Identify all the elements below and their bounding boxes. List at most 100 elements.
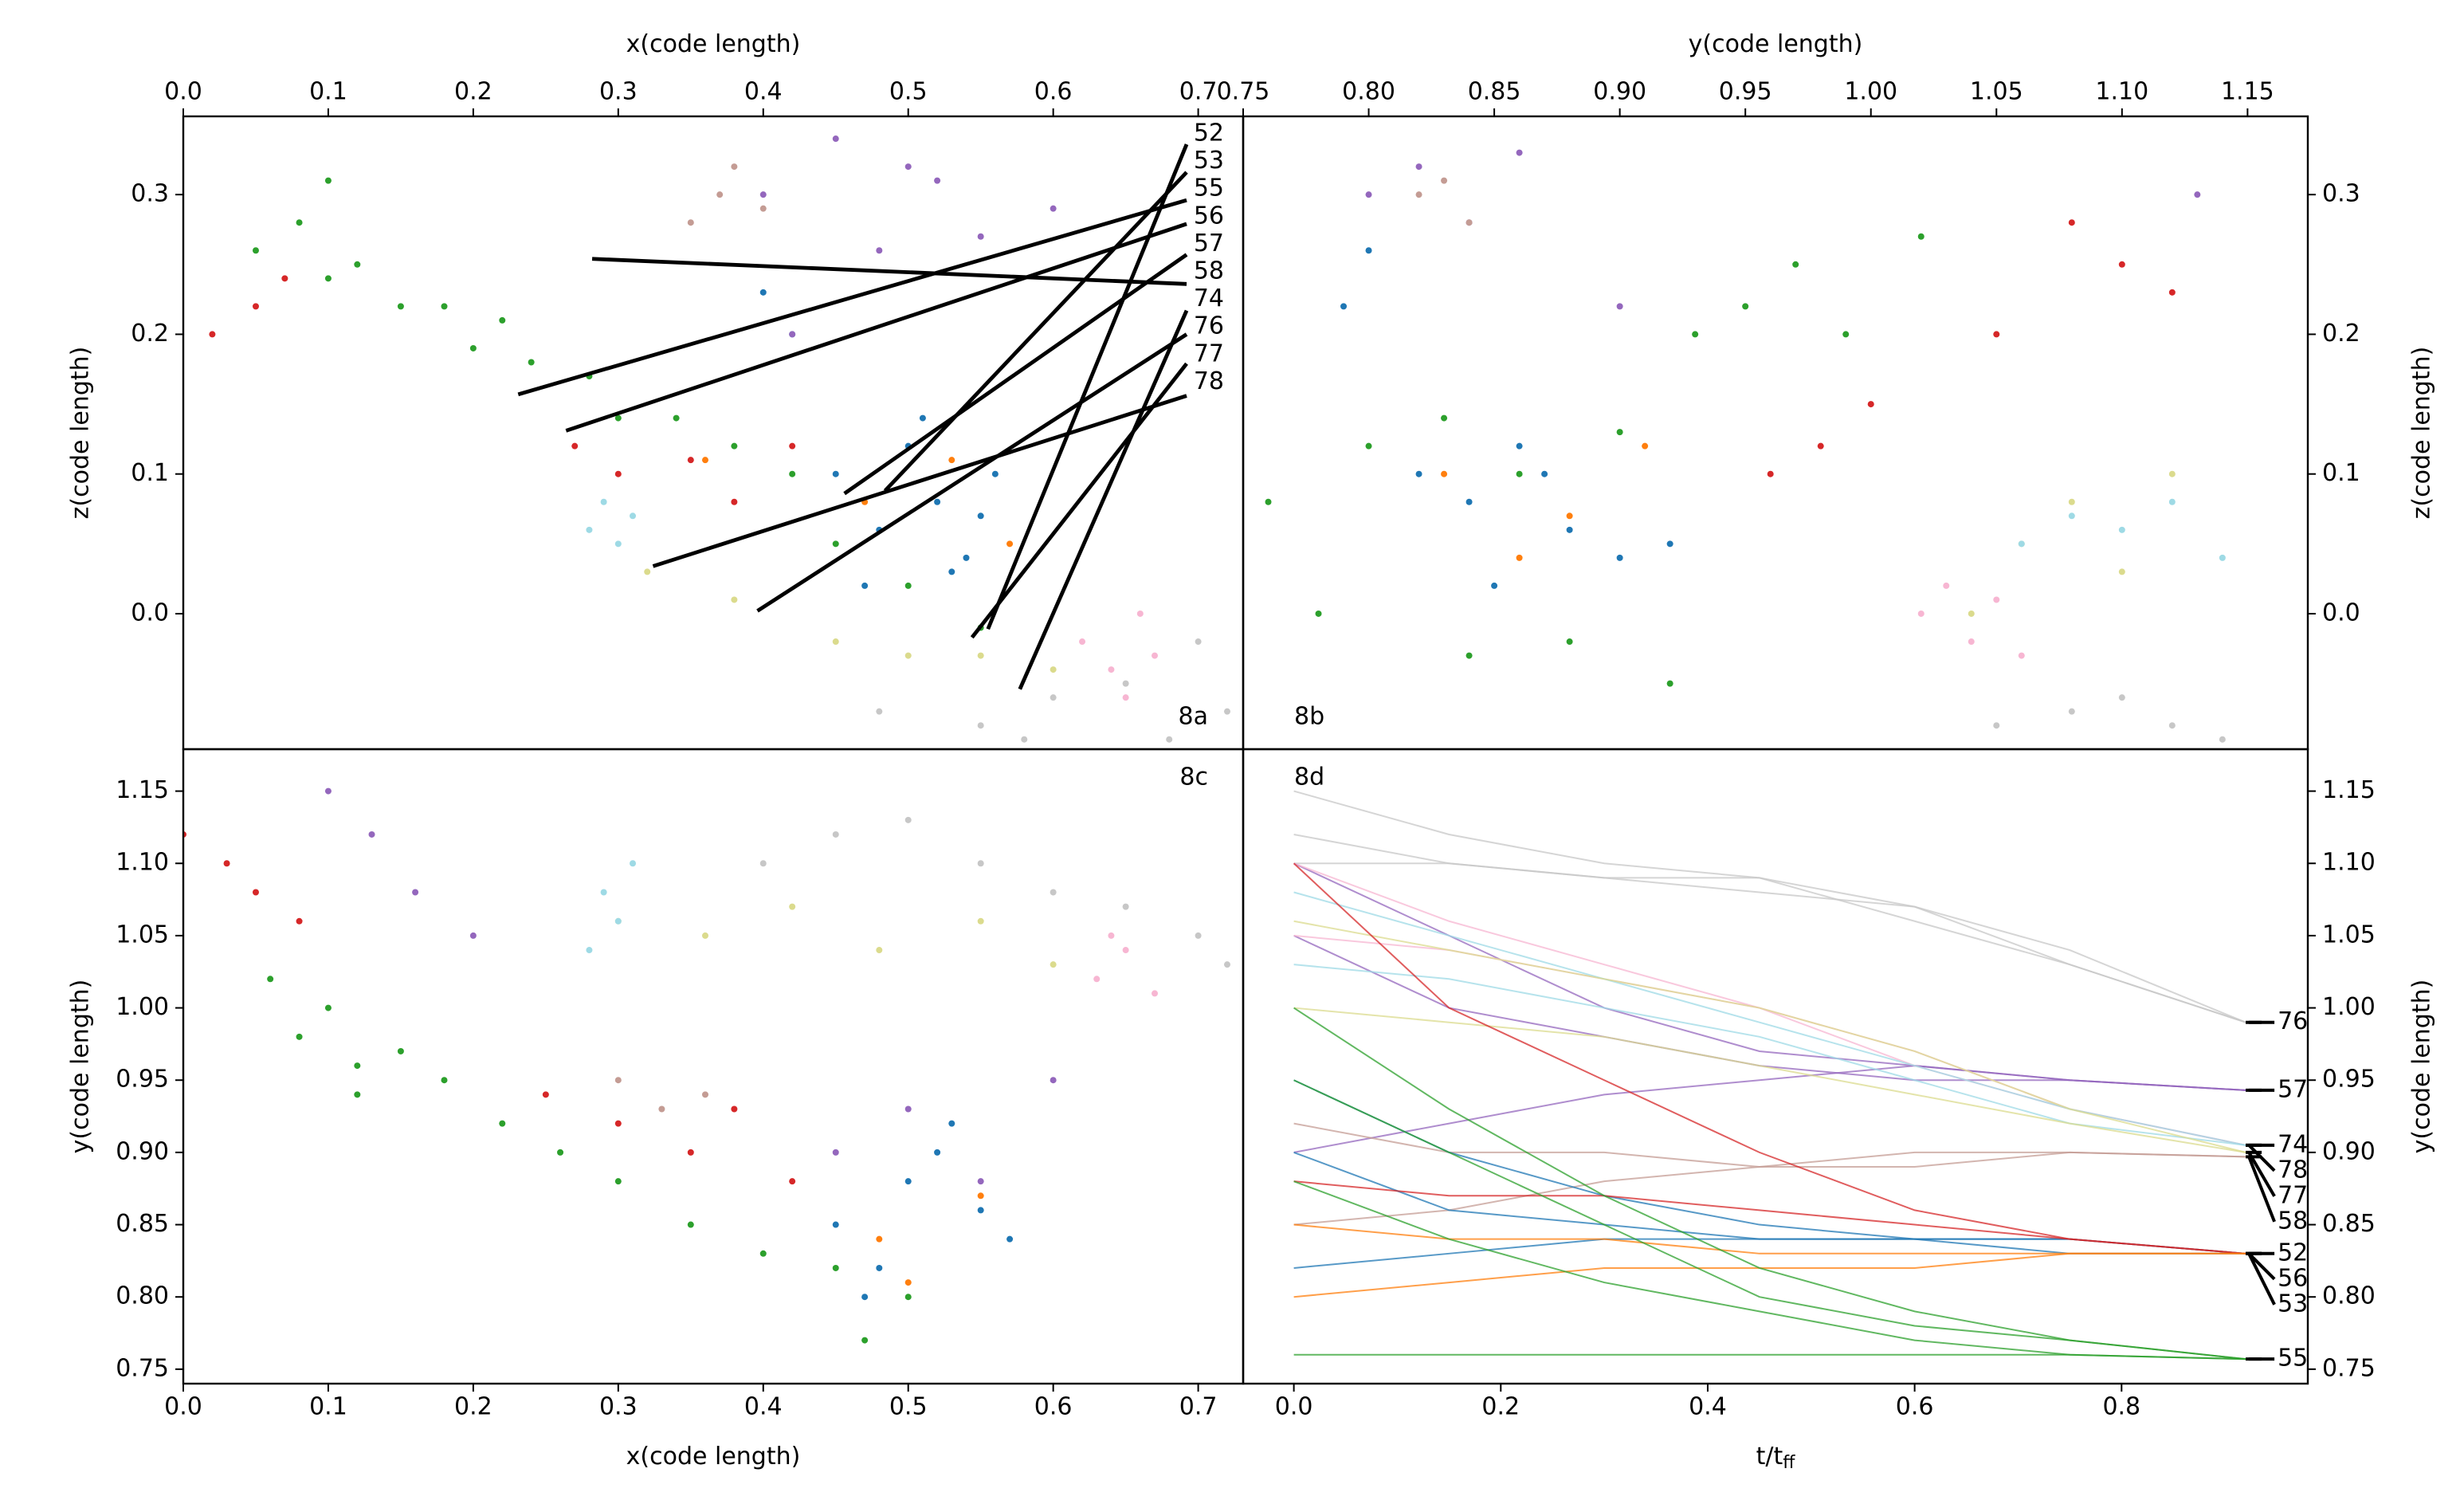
point [948, 1120, 955, 1127]
point [614, 1120, 622, 1127]
y-tick-label: 1.10 [116, 849, 169, 877]
panel-frame [1242, 115, 2309, 751]
x-tick-label: 0.1 [309, 78, 347, 106]
trajectory [1293, 1065, 2246, 1153]
point [2219, 554, 2226, 561]
point [1050, 205, 1057, 212]
end-label: 77 [2278, 1181, 2308, 1209]
point [1441, 414, 1448, 422]
point [832, 135, 839, 143]
point [1993, 722, 2000, 729]
point [1223, 708, 1230, 715]
point [1465, 498, 1473, 505]
trajectory [1293, 964, 2246, 1146]
point [1817, 442, 1824, 450]
point [658, 1105, 665, 1113]
point [977, 1207, 984, 1214]
plot-area [183, 787, 1230, 1344]
point [1122, 947, 1129, 954]
point [904, 1279, 912, 1286]
end-label: 52 [2278, 1239, 2308, 1266]
x-tick-label: 0.5 [889, 1393, 928, 1421]
point [731, 1105, 738, 1113]
x-axis-label-sub: ff [1783, 1453, 1795, 1473]
point [832, 830, 839, 838]
point [1742, 303, 1749, 310]
point [223, 860, 230, 867]
x-tick-label: 0.90 [1593, 78, 1646, 106]
point [368, 830, 375, 838]
y-axis-label: z(code length) [2408, 347, 2436, 520]
point [2068, 512, 2075, 520]
point [832, 1149, 839, 1156]
y-tick-label: 0.95 [116, 1066, 169, 1094]
legend-entry: 56 [1194, 202, 1224, 230]
point [977, 652, 984, 659]
point [1152, 990, 1159, 997]
point [904, 582, 912, 589]
plot-area [1265, 149, 2226, 743]
point [614, 1178, 622, 1185]
panel-label: 8d [1294, 764, 1324, 791]
y-tick-label: 1.00 [116, 993, 169, 1021]
point [904, 1178, 912, 1185]
x-tick-label: 0.7 [1179, 78, 1218, 106]
y-axis-label: z(code length) [67, 347, 95, 520]
point [876, 1264, 883, 1271]
point [1917, 233, 1925, 240]
segment [883, 171, 1188, 493]
panel-label: 8a [1179, 703, 1208, 731]
plot-area [1293, 790, 2246, 1361]
point [528, 359, 535, 366]
segment [986, 143, 1189, 630]
point [499, 1120, 506, 1127]
point [1050, 1077, 1057, 1084]
point [2219, 736, 2226, 743]
end-label: 78 [2278, 1156, 2308, 1184]
plot-area [209, 135, 1230, 743]
point [1993, 331, 2000, 338]
point [1136, 610, 1144, 617]
y-tick-label: 0.90 [2322, 1137, 2376, 1165]
legend-entry: 57 [1194, 230, 1224, 257]
x-tick-label: 0.3 [599, 78, 638, 106]
point [1842, 331, 1850, 338]
point [324, 275, 332, 282]
x-tick-label: 0.6 [1896, 1393, 1934, 1421]
legend-entry: 76 [1194, 312, 1224, 340]
trajectory [1293, 1252, 2246, 1298]
x-tick-label: 1.10 [2095, 78, 2148, 106]
point [904, 1105, 912, 1113]
x-tick-label: 0.6 [1034, 78, 1073, 106]
panel-frame [1242, 748, 2309, 1385]
x-tick-label: 0.2 [454, 78, 492, 106]
point [600, 498, 607, 505]
point [1122, 694, 1129, 701]
point [1050, 961, 1057, 968]
point [1491, 582, 1498, 589]
trajectory [1293, 1007, 2246, 1153]
point [934, 498, 941, 505]
point [832, 638, 839, 646]
label-connector [2247, 1151, 2276, 1197]
point [687, 1149, 694, 1156]
point [2118, 694, 2125, 701]
x-tick-label: 1.15 [2221, 78, 2274, 106]
point [701, 932, 708, 939]
trajectory [1293, 1151, 2246, 1226]
trajectory [1293, 862, 2246, 1146]
point [1166, 736, 1173, 743]
point [876, 1235, 883, 1243]
y-tick-label: 0.0 [2322, 599, 2360, 626]
point [614, 917, 622, 925]
point [1122, 680, 1129, 687]
point [1340, 303, 1348, 310]
point [789, 331, 796, 338]
point [687, 219, 694, 226]
label-connector [2247, 1156, 2276, 1223]
point [209, 331, 216, 338]
x-tick-label: 0.4 [1689, 1393, 1727, 1421]
y-tick-label: 0.75 [116, 1354, 169, 1382]
point [296, 219, 303, 226]
point [731, 442, 738, 450]
